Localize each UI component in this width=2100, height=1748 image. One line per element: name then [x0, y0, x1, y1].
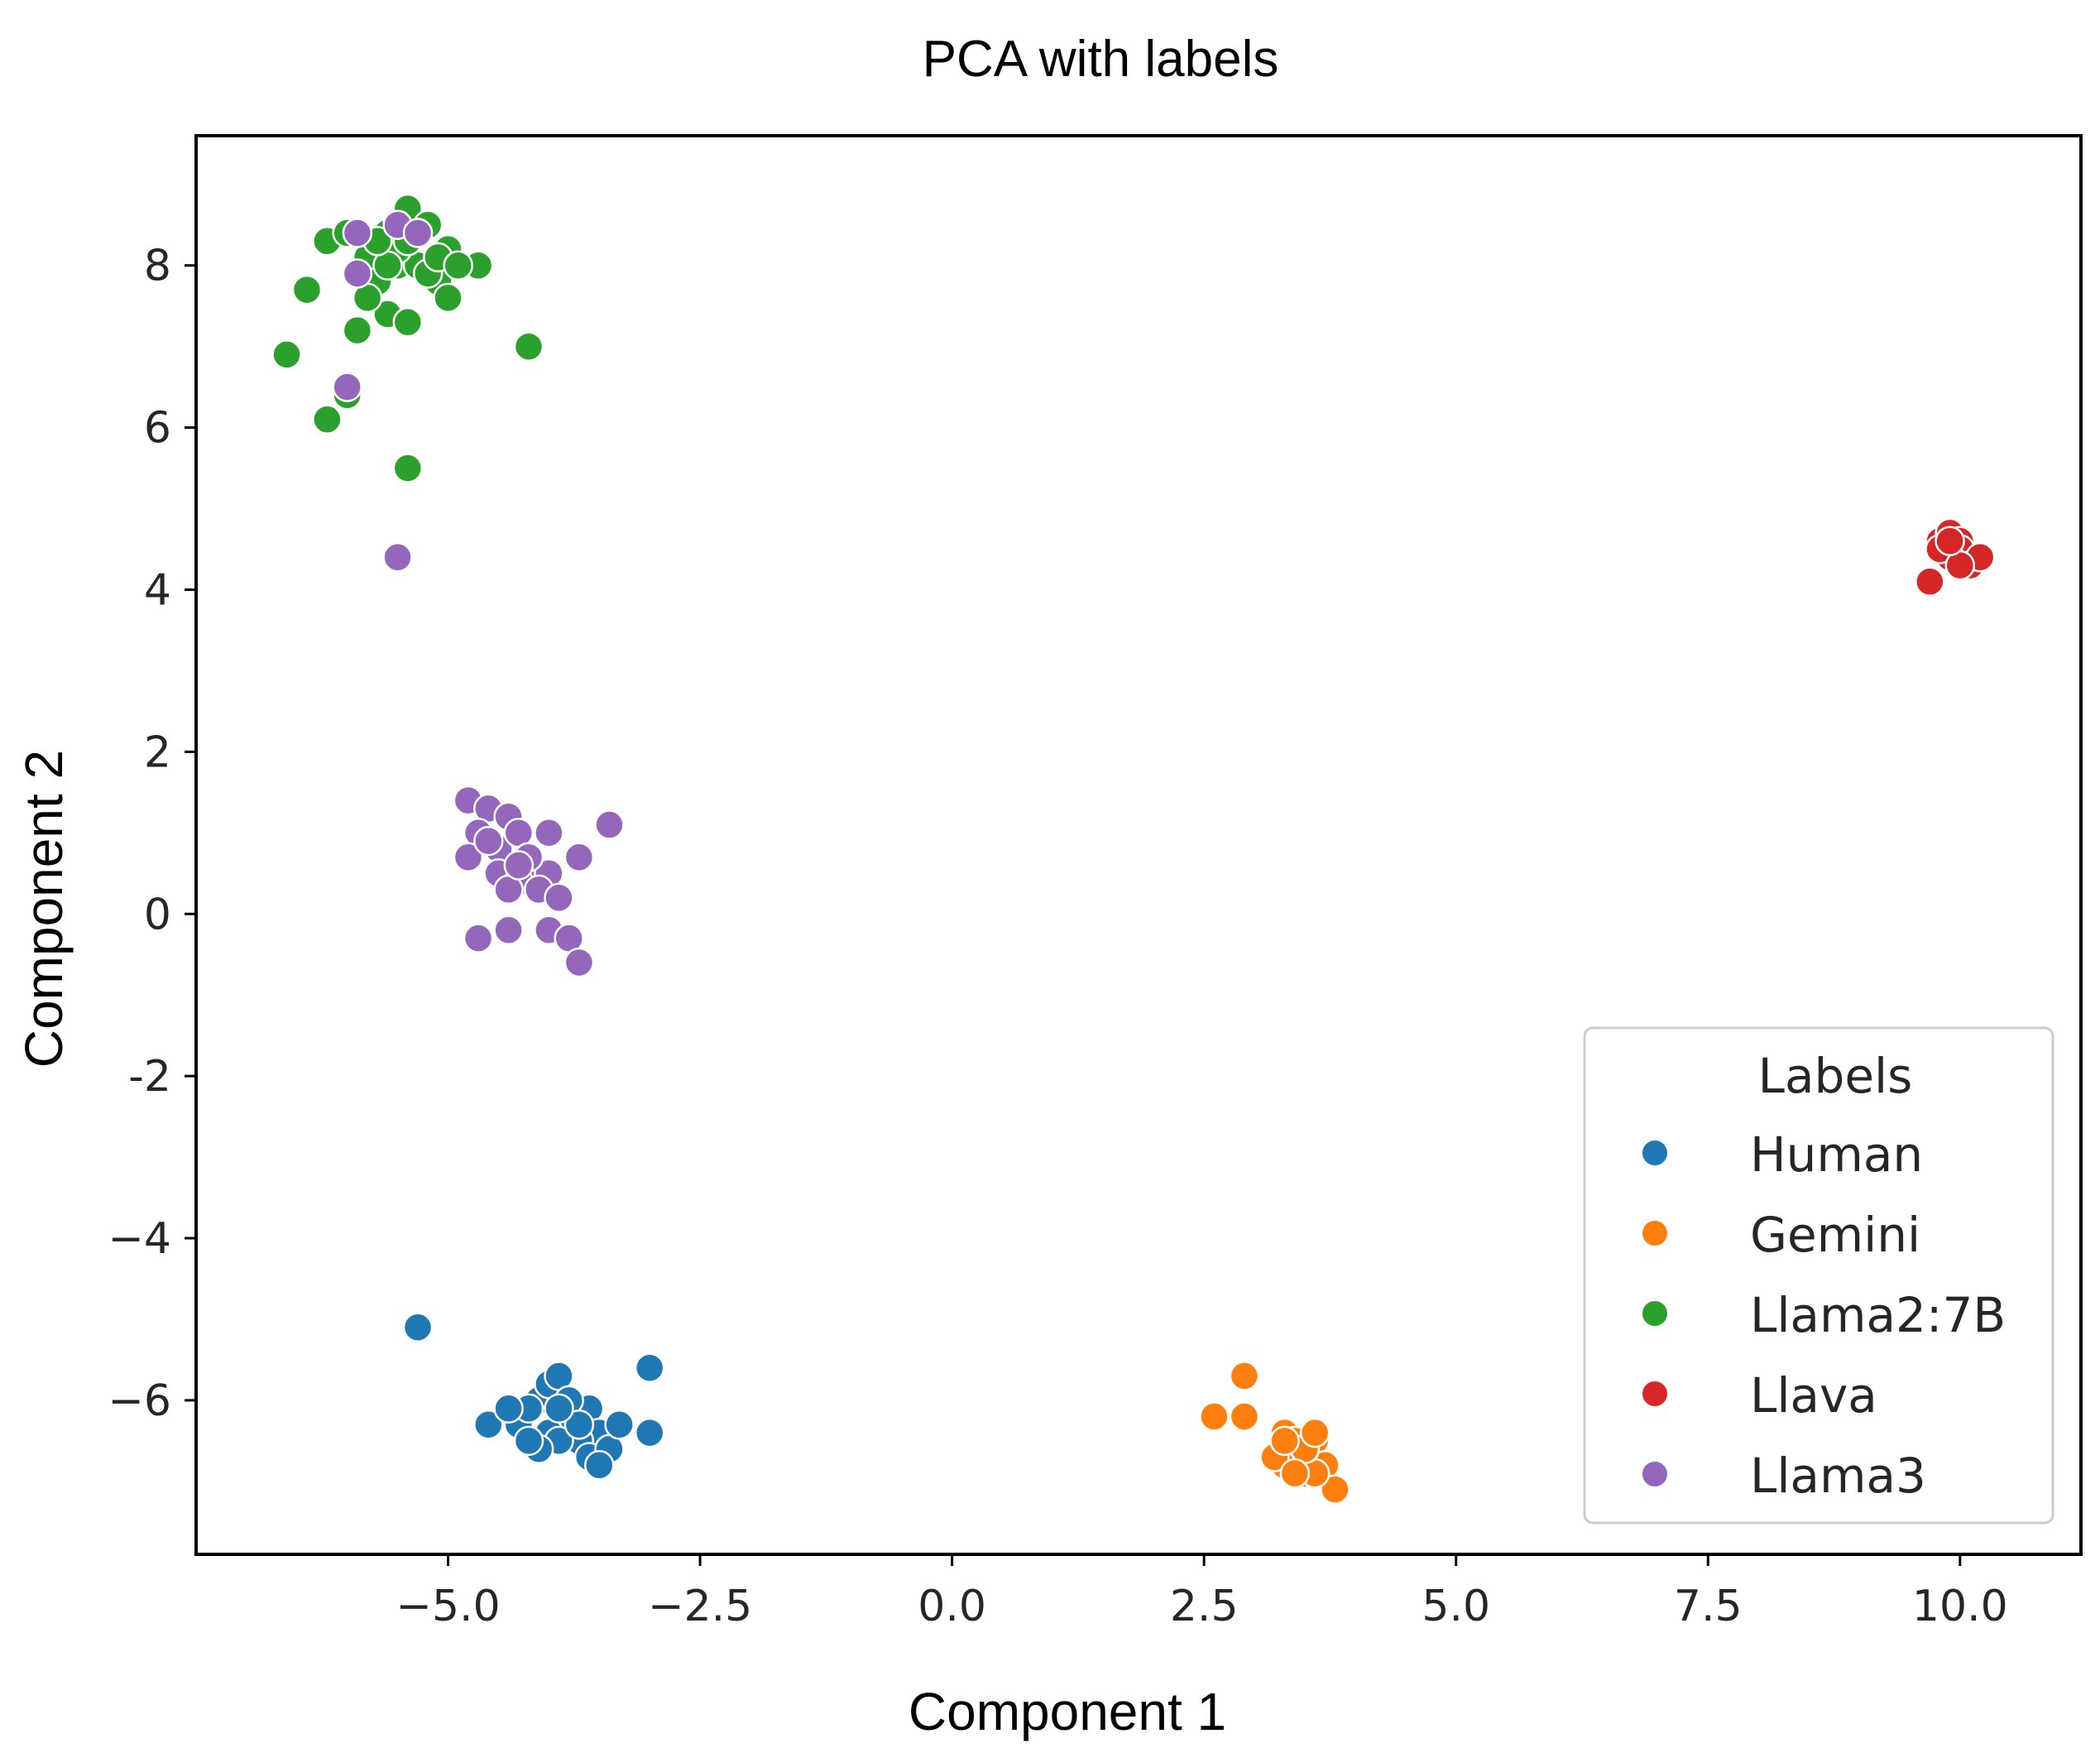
legend-marker-human — [1641, 1139, 1669, 1167]
legend-label-llama2-7b: Llama2:7B — [1750, 1287, 2006, 1343]
point-llama3 — [453, 842, 484, 872]
legend-marker-gemini — [1641, 1219, 1669, 1247]
y-axis-ticks: −6 −4 -2 0 2 4 6 8 — [108, 242, 196, 1426]
point-llama2-7b — [291, 274, 323, 305]
point-gemini — [1269, 1425, 1300, 1457]
point-llama2-7b — [271, 339, 302, 370]
point-llama3 — [402, 218, 434, 248]
point-llama3 — [594, 809, 625, 840]
point-gemini — [1279, 1457, 1311, 1489]
point-llama2-7b — [443, 250, 473, 281]
x-tick-label: 5.0 — [1422, 1582, 1490, 1631]
point-gemini — [1199, 1401, 1230, 1432]
y-tick-label: 2 — [144, 728, 171, 777]
point-llama3 — [544, 882, 574, 913]
point-llama2-7b — [392, 453, 424, 483]
y-tick-label: 4 — [144, 565, 171, 615]
y-tick-label: −4 — [108, 1214, 171, 1264]
point-llama3 — [563, 842, 595, 872]
series-llava — [1915, 517, 1996, 597]
legend-marker-llama2-7b — [1641, 1299, 1669, 1328]
point-llama3 — [493, 915, 524, 946]
x-tick-label: 2.5 — [1170, 1582, 1239, 1631]
point-llama2-7b — [433, 282, 463, 314]
point-gemini — [1320, 1474, 1350, 1505]
series-llama3 — [332, 209, 625, 978]
point-human — [544, 1393, 574, 1424]
point-human — [563, 1409, 595, 1440]
x-axis-label: Component 1 — [909, 1682, 1226, 1741]
point-human — [634, 1352, 665, 1383]
point-llama2-7b — [312, 404, 343, 435]
y-tick-label: 0 — [144, 890, 171, 939]
legend-marker-llava — [1641, 1380, 1669, 1408]
x-tick-label: 0.0 — [918, 1582, 986, 1631]
x-tick-label: −5.0 — [396, 1582, 500, 1631]
legend-label-gemini: Gemini — [1750, 1207, 1920, 1263]
point-gemini — [1229, 1361, 1260, 1391]
x-axis-ticks: −5.0 −2.5 0.0 2.5 5.0 7.5 10.0 — [396, 1554, 2008, 1631]
series-human — [402, 1312, 665, 1481]
point-llama3 — [503, 850, 535, 881]
y-tick-label: 6 — [144, 404, 171, 454]
point-llama3 — [342, 258, 373, 289]
point-human — [513, 1425, 544, 1457]
point-gemini — [1299, 1417, 1330, 1448]
x-tick-label: 10.0 — [1912, 1582, 2008, 1631]
point-human — [473, 1409, 504, 1440]
point-human — [493, 1393, 524, 1424]
point-llama3 — [332, 372, 362, 402]
x-tick-label: 7.5 — [1674, 1582, 1743, 1631]
point-llava — [1915, 566, 1945, 597]
legend-label-human: Human — [1750, 1126, 1923, 1183]
point-human — [402, 1312, 434, 1343]
chart-title: PCA with labels — [923, 31, 1279, 88]
y-tick-label: −6 — [108, 1376, 171, 1426]
point-human — [584, 1450, 615, 1481]
point-llama3 — [473, 825, 504, 857]
point-llama2-7b — [392, 307, 424, 338]
point-llama3 — [342, 218, 373, 248]
plot-area-frame — [194, 134, 2083, 1556]
point-llama3 — [382, 542, 413, 573]
series-gemini — [1199, 1361, 1350, 1505]
scatter-points — [271, 193, 1996, 1505]
point-llama2-7b — [513, 331, 544, 362]
legend-marker-llama3 — [1641, 1460, 1669, 1488]
legend-entries: Human Gemini Llama2:7B Llava Llama3 — [1641, 1126, 2006, 1504]
point-llama2-7b — [342, 315, 373, 346]
legend-label-llava: Llava — [1750, 1367, 1877, 1424]
legend: Labels Human Gemini Llama2:7B Llava Llama3 — [1583, 1026, 2054, 1525]
legend-title: Labels — [1758, 1048, 1913, 1104]
point-llama3 — [534, 818, 564, 848]
y-tick-label: 8 — [144, 242, 171, 291]
point-llava — [1935, 526, 1965, 556]
y-axis-label: Component 2 — [14, 750, 74, 1068]
x-tick-label: −2.5 — [648, 1582, 752, 1631]
point-llama3 — [563, 947, 595, 978]
legend-label-llama3: Llama3 — [1750, 1448, 1926, 1504]
point-llama3 — [463, 923, 494, 953]
point-human — [604, 1409, 635, 1440]
point-human — [634, 1417, 665, 1448]
legend-box — [1583, 1026, 2054, 1525]
y-tick-label: -2 — [128, 1052, 171, 1102]
point-gemini — [1229, 1401, 1260, 1432]
